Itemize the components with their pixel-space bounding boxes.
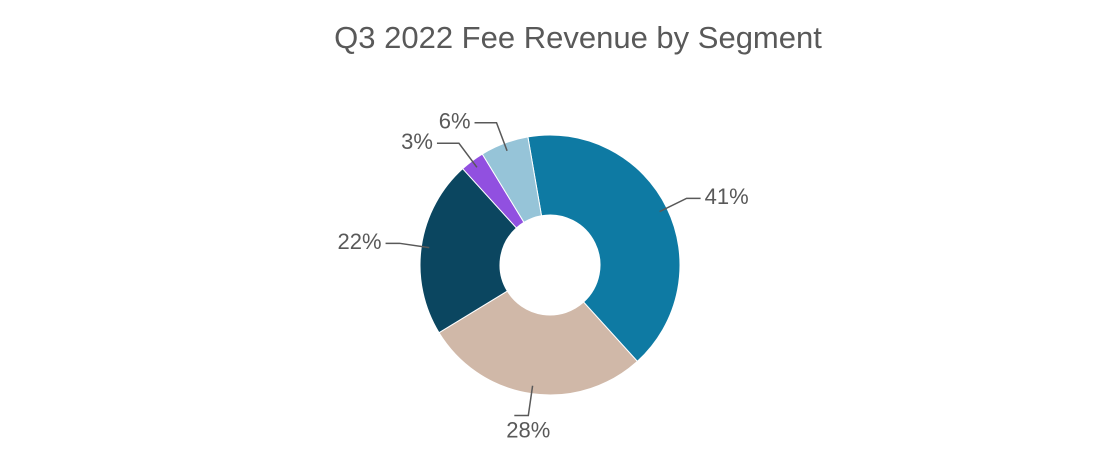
leader-line <box>659 197 701 213</box>
data-label: 22% <box>338 229 382 254</box>
leader-line <box>514 385 534 417</box>
data-label: 41% <box>705 184 749 209</box>
leader-line <box>474 121 508 152</box>
data-label: 28% <box>506 417 550 442</box>
leader-line <box>385 242 430 249</box>
chart-title: Q3 2022 Fee Revenue by Segment <box>334 20 822 55</box>
leader-line <box>436 142 478 168</box>
slice <box>419 167 518 334</box>
data-label: 3% <box>401 129 433 154</box>
slice <box>481 136 543 224</box>
slice <box>438 290 639 396</box>
data-label: 6% <box>439 109 471 134</box>
slice <box>527 134 681 363</box>
